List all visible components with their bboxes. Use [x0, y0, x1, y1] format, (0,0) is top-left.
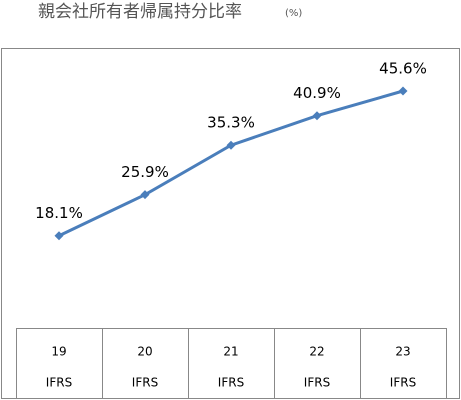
x-tick-sublabel: IFRS — [390, 376, 416, 390]
chart-title: 親会社所有者帰属持分比率 — [38, 2, 242, 22]
x-tick-label: 20 — [137, 345, 152, 359]
x-tick-label: 22 — [309, 345, 324, 359]
data-label: 35.3% — [207, 114, 255, 132]
marker — [312, 111, 322, 121]
x-tick-label: 21 — [223, 345, 238, 359]
marker — [140, 190, 150, 200]
data-label: 45.6% — [379, 60, 427, 78]
marker — [398, 86, 408, 96]
data-label: 40.9% — [293, 84, 341, 102]
marker — [54, 231, 64, 241]
marker — [226, 140, 236, 150]
x-tick-sublabel: IFRS — [132, 376, 158, 390]
x-tick-label: 23 — [395, 345, 410, 359]
x-tick-sublabel: IFRS — [218, 376, 244, 390]
chart-title-unit: (%) — [285, 8, 302, 19]
data-label: 25.9% — [121, 163, 169, 181]
data-label: 18.1% — [35, 204, 83, 222]
x-tick-sublabel: IFRS — [304, 376, 330, 390]
x-tick-sublabel: IFRS — [46, 376, 72, 390]
line — [58, 89, 404, 238]
x-tick-label: 19 — [51, 345, 66, 359]
chart-frame — [1, 48, 460, 399]
